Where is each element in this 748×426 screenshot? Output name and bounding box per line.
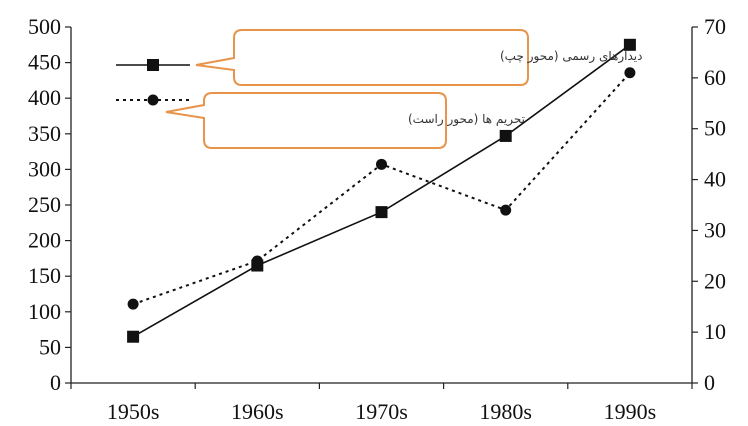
left-axis-tick-label: 400 bbox=[28, 85, 61, 110]
legend-marker-circle bbox=[147, 94, 159, 106]
left-axis-tick-label: 300 bbox=[28, 156, 61, 181]
right-axis-tick-label: 40 bbox=[704, 167, 726, 192]
right-axis-tick-label: 0 bbox=[704, 370, 715, 395]
legend: دیدارهای رسمی (محور چپ) تحریم ها (محور را… bbox=[116, 29, 642, 149]
x-axis-category-label: 1990s bbox=[604, 399, 657, 424]
data-point-circle bbox=[251, 255, 263, 267]
legend-marker-square bbox=[147, 59, 159, 71]
series bbox=[127, 38, 636, 343]
x-axis-category-label: 1970s bbox=[355, 399, 408, 424]
left-axis-tick-label: 450 bbox=[28, 50, 61, 75]
right-axis-tick-label: 20 bbox=[704, 268, 726, 293]
data-point-circle bbox=[127, 298, 139, 310]
right-axis-tick-label: 60 bbox=[704, 65, 726, 90]
x-axis-category-label: 1960s bbox=[231, 399, 284, 424]
legend-label-sanctions: تحریم ها (محور راست) bbox=[408, 112, 525, 127]
data-point-circle bbox=[500, 204, 512, 216]
x-axis-category-label: 1980s bbox=[479, 399, 532, 424]
right-axis-tick-label: 30 bbox=[704, 217, 726, 242]
left-axis-tick-label: 250 bbox=[28, 192, 61, 217]
data-point-circle bbox=[624, 67, 636, 79]
data-point-square bbox=[499, 129, 512, 142]
data-point-square bbox=[375, 206, 388, 219]
left-axis-tick-label: 150 bbox=[28, 263, 61, 288]
left-axis-tick-label: 350 bbox=[28, 121, 61, 146]
legend-callout-box bbox=[195, 29, 529, 86]
left-axis-tick-label: 500 bbox=[28, 14, 61, 39]
right-axis-tick-label: 70 bbox=[704, 14, 726, 39]
x-axis-category-label: 1950s bbox=[107, 399, 160, 424]
data-point-circle bbox=[376, 158, 387, 170]
legend-label-official-visits: دیدارهای رسمی (محور چپ) bbox=[500, 49, 642, 64]
left-axis-tick-label: 100 bbox=[28, 299, 61, 324]
legend-callout-box bbox=[165, 92, 447, 149]
right-axis-tick-label: 50 bbox=[704, 116, 726, 141]
data-point-square bbox=[623, 38, 636, 51]
left-axis-tick-label: 0 bbox=[50, 370, 61, 395]
series-line-official-visits bbox=[132, 44, 631, 338]
data-point-square bbox=[127, 330, 140, 343]
left-axis-tick-label: 200 bbox=[28, 228, 61, 253]
left-axis-tick-label: 50 bbox=[39, 334, 61, 359]
right-axis-tick-label: 10 bbox=[704, 319, 726, 344]
axes: 0 50 100 150 200 250 300 350 400 450 500 0 10 20 30 40 5… bbox=[28, 14, 726, 424]
